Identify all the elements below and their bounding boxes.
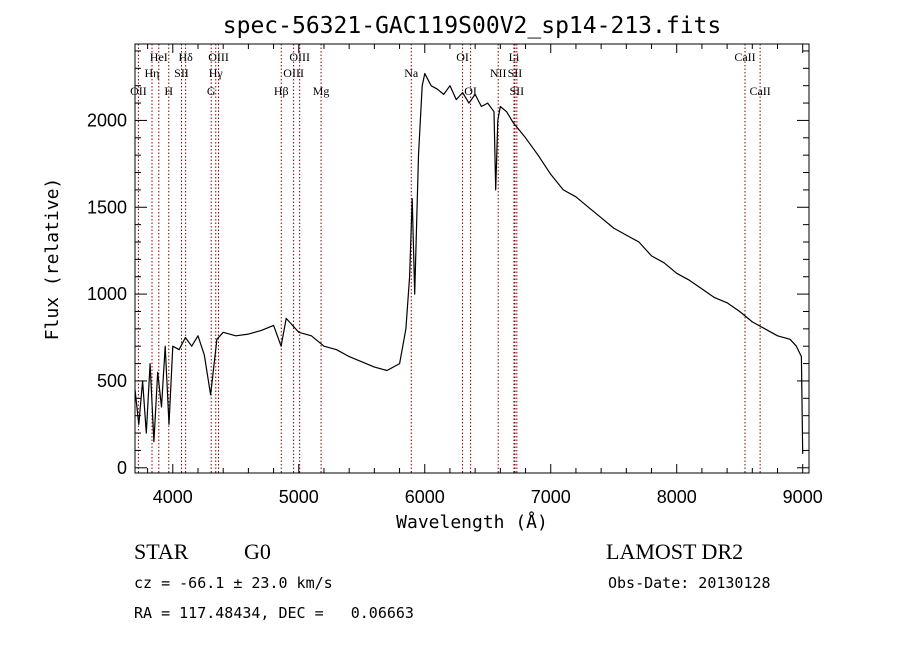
line-marker-label-14: OI [456, 50, 469, 64]
x-tick-label-5: 9000 [783, 487, 823, 507]
spectrum-series-0 [134, 72, 804, 454]
coordinates-text: RA = 117.48434, DEC = 0.06663 [134, 604, 414, 622]
line-marker-label-7: Hγ [209, 66, 224, 80]
y-axis-label: Flux (relative) [42, 178, 63, 341]
line-marker-label-10: OIII [283, 66, 304, 80]
x-tick-label-4: 8000 [657, 487, 697, 507]
line-marker-label-3: H [164, 84, 173, 98]
survey-name: LAMOST DR2 [606, 539, 744, 564]
plot-area: 4000 5000 6000 7000 8000 9000 0 500 1000 1500 2000… [87, 43, 823, 507]
line-marker-label-20: CaII [734, 50, 755, 64]
x-tick-label-2: 6000 [405, 487, 445, 507]
line-marker-label-17: Li [509, 50, 520, 64]
line-marker-label-11: OIII [289, 50, 310, 64]
line-marker-label-21: CaII [749, 84, 770, 98]
x-tick-label-1: 5000 [279, 487, 319, 507]
line-marker-label-0: OII [130, 84, 147, 98]
line-marker-label-9: Hβ [274, 84, 289, 98]
chart-title: spec-56321-GAC119S00V2_sp14-213.fits [223, 13, 722, 39]
line-marker-label-19: SII [510, 84, 525, 98]
y-tick-label-0: 0 [117, 458, 127, 478]
line-marker-label-13: Na [404, 66, 419, 80]
line-marker-label-12: Mg [313, 84, 330, 98]
redshift-text: cz = -66.1 ± 23.0 km/s [134, 574, 333, 592]
y-tick-label-4: 2000 [87, 110, 127, 130]
object-subclass: G0 [244, 539, 271, 564]
y-tick-label-1: 500 [97, 371, 127, 391]
object-class: STAR [134, 539, 189, 564]
plot-frame [134, 43, 810, 474]
line-marker-label-1: Hη [145, 66, 160, 80]
line-marker-label-2: HeI [150, 50, 168, 64]
line-marker-label-15: OI [464, 84, 477, 98]
line-marker-label-18: SII [508, 66, 523, 80]
y-tick-label-3: 1500 [87, 197, 127, 217]
y-tick-label-2: 1000 [87, 284, 127, 304]
line-marker-label-4: SII [174, 66, 189, 80]
x-axis-label: Wavelength (Å) [396, 511, 548, 533]
line-marker-label-8: OIII [208, 50, 229, 64]
line-marker-label-5: Hδ [178, 50, 193, 64]
x-tick-label-3: 7000 [531, 487, 571, 507]
line-marker-label-16: NII [490, 66, 507, 80]
x-tick-label-0: 4000 [153, 487, 193, 507]
obs-date-text: Obs-Date: 20130128 [608, 574, 771, 592]
line-marker-label-6: G [207, 84, 216, 98]
